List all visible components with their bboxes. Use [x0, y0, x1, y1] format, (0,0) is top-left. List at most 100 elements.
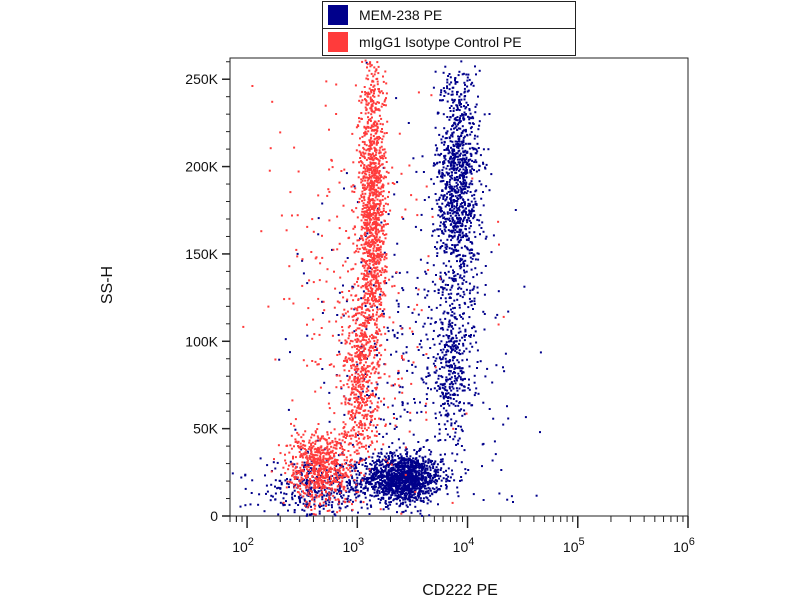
- data-point: [360, 388, 363, 391]
- data-point: [422, 490, 425, 493]
- data-point: [467, 160, 470, 163]
- data-point: [456, 183, 459, 186]
- data-point: [346, 374, 349, 377]
- data-point: [443, 95, 446, 97]
- data-point: [365, 77, 368, 80]
- data-point: [471, 167, 474, 170]
- data-point: [296, 478, 299, 480]
- data-point: [360, 483, 363, 486]
- data-point: [347, 412, 350, 415]
- data-point: [465, 156, 468, 159]
- data-point: [343, 187, 345, 190]
- data-point: [370, 213, 373, 216]
- data-point: [467, 202, 470, 205]
- data-point: [374, 70, 377, 73]
- data-point: [459, 164, 461, 167]
- data-point: [401, 459, 404, 462]
- data-point: [463, 210, 466, 213]
- data-point: [463, 293, 466, 296]
- data-point: [447, 191, 450, 193]
- data-point: [360, 112, 363, 114]
- data-point: [474, 105, 477, 108]
- data-point: [420, 229, 423, 232]
- data-point: [459, 203, 462, 206]
- data-point: [410, 475, 413, 478]
- data-point: [457, 189, 460, 192]
- data-point: [387, 481, 390, 484]
- data-point: [351, 443, 354, 446]
- data-point: [467, 383, 470, 386]
- data-point: [348, 484, 351, 486]
- data-point: [396, 489, 399, 492]
- data-point: [398, 495, 401, 498]
- data-point: [320, 489, 323, 492]
- data-point: [363, 157, 366, 160]
- data-point: [420, 470, 423, 473]
- data-point: [361, 259, 364, 262]
- data-point: [461, 125, 464, 128]
- data-point: [465, 334, 467, 336]
- data-point: [485, 163, 488, 166]
- data-point: [321, 368, 324, 370]
- data-point: [451, 359, 454, 362]
- data-point: [440, 138, 443, 141]
- data-point: [424, 455, 427, 458]
- data-point: [381, 458, 384, 461]
- data-point: [476, 150, 479, 153]
- data-point: [373, 491, 376, 494]
- data-point: [354, 187, 357, 190]
- data-point: [362, 226, 364, 229]
- data-point: [472, 276, 475, 279]
- data-point: [458, 135, 461, 138]
- data-point: [357, 349, 360, 352]
- data-point: [466, 235, 469, 238]
- data-point: [413, 484, 415, 487]
- data-point: [379, 155, 382, 158]
- data-point: [373, 66, 376, 69]
- data-point: [381, 477, 383, 479]
- data-point: [470, 304, 473, 307]
- data-point: [287, 483, 290, 486]
- data-point: [462, 140, 465, 142]
- data-point: [428, 487, 431, 490]
- data-point: [376, 266, 379, 269]
- data-point: [276, 461, 279, 464]
- data-point: [380, 333, 383, 336]
- data-point: [456, 179, 459, 182]
- data-point: [468, 249, 471, 252]
- data-point: [465, 270, 468, 273]
- data-point: [458, 149, 461, 152]
- data-point: [360, 397, 363, 399]
- data-point: [438, 386, 441, 389]
- data-point: [375, 330, 378, 333]
- data-point: [406, 498, 409, 501]
- data-point: [441, 460, 444, 463]
- data-point: [364, 215, 367, 218]
- data-point: [379, 476, 382, 478]
- data-point: [363, 459, 366, 462]
- data-point: [458, 327, 461, 330]
- data-point: [474, 159, 477, 162]
- data-point: [446, 479, 449, 482]
- data-point: [472, 287, 475, 290]
- data-point: [375, 68, 378, 71]
- data-point: [470, 300, 473, 303]
- data-point: [404, 509, 407, 512]
- data-point: [446, 211, 449, 214]
- data-point: [385, 452, 388, 455]
- data-point: [453, 412, 456, 415]
- data-point: [374, 370, 377, 373]
- data-point: [366, 182, 369, 185]
- data-point: [364, 91, 367, 93]
- data-point: [385, 257, 388, 260]
- data-point: [470, 126, 473, 129]
- data-point: [370, 129, 373, 132]
- data-point: [450, 314, 453, 317]
- data-point: [347, 315, 350, 318]
- data-point: [380, 174, 382, 177]
- data-point: [467, 104, 469, 106]
- data-point: [378, 230, 381, 233]
- data-point: [371, 317, 374, 320]
- data-point: [375, 222, 378, 225]
- data-point: [451, 174, 453, 177]
